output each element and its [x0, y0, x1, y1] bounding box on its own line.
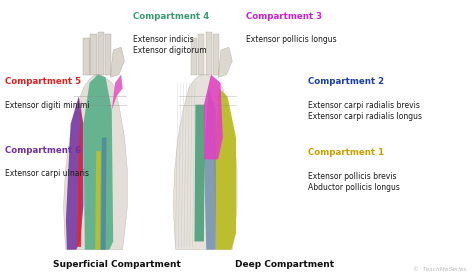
Polygon shape — [77, 99, 82, 247]
Text: Compartment 3: Compartment 3 — [246, 12, 323, 21]
Text: Extensor indicis
Extensor digitorum: Extensor indicis Extensor digitorum — [133, 35, 207, 55]
Polygon shape — [91, 34, 97, 75]
Polygon shape — [83, 75, 113, 250]
Text: Compartment 4: Compartment 4 — [133, 12, 210, 21]
Polygon shape — [191, 38, 197, 75]
Polygon shape — [110, 47, 125, 77]
Text: Compartment 5: Compartment 5 — [5, 77, 82, 86]
Text: Compartment 1: Compartment 1 — [308, 148, 384, 158]
Polygon shape — [105, 34, 111, 75]
Polygon shape — [206, 32, 212, 75]
Text: ©  TeachMeSeries: © TeachMeSeries — [413, 266, 466, 272]
Polygon shape — [213, 34, 219, 75]
Polygon shape — [204, 88, 216, 250]
Polygon shape — [64, 75, 128, 250]
Text: Extensor carpi radialis brevis
Extensor carpi radialis longus: Extensor carpi radialis brevis Extensor … — [308, 101, 422, 121]
Text: Extensor digiti minimi: Extensor digiti minimi — [5, 101, 90, 109]
Polygon shape — [204, 75, 223, 160]
Polygon shape — [98, 32, 104, 75]
Text: Extensor carpi ulnaris: Extensor carpi ulnaris — [5, 169, 90, 178]
Text: Extensor pollicis brevis
Abductor pollicis longus: Extensor pollicis brevis Abductor pollic… — [308, 172, 400, 192]
Polygon shape — [214, 88, 236, 250]
Polygon shape — [95, 151, 101, 250]
Text: Superficial Compartment: Superficial Compartment — [53, 260, 181, 269]
Polygon shape — [198, 34, 204, 75]
Text: Compartment 2: Compartment 2 — [308, 77, 384, 86]
Polygon shape — [66, 97, 83, 250]
Polygon shape — [194, 105, 205, 241]
Text: Deep Compartment: Deep Compartment — [235, 260, 334, 269]
Polygon shape — [218, 47, 232, 77]
Text: Extensor pollicis longus: Extensor pollicis longus — [246, 35, 337, 44]
Text: Compartment 6: Compartment 6 — [5, 146, 82, 155]
Polygon shape — [112, 75, 123, 110]
Polygon shape — [173, 75, 237, 250]
Polygon shape — [83, 38, 90, 75]
Polygon shape — [101, 138, 107, 250]
